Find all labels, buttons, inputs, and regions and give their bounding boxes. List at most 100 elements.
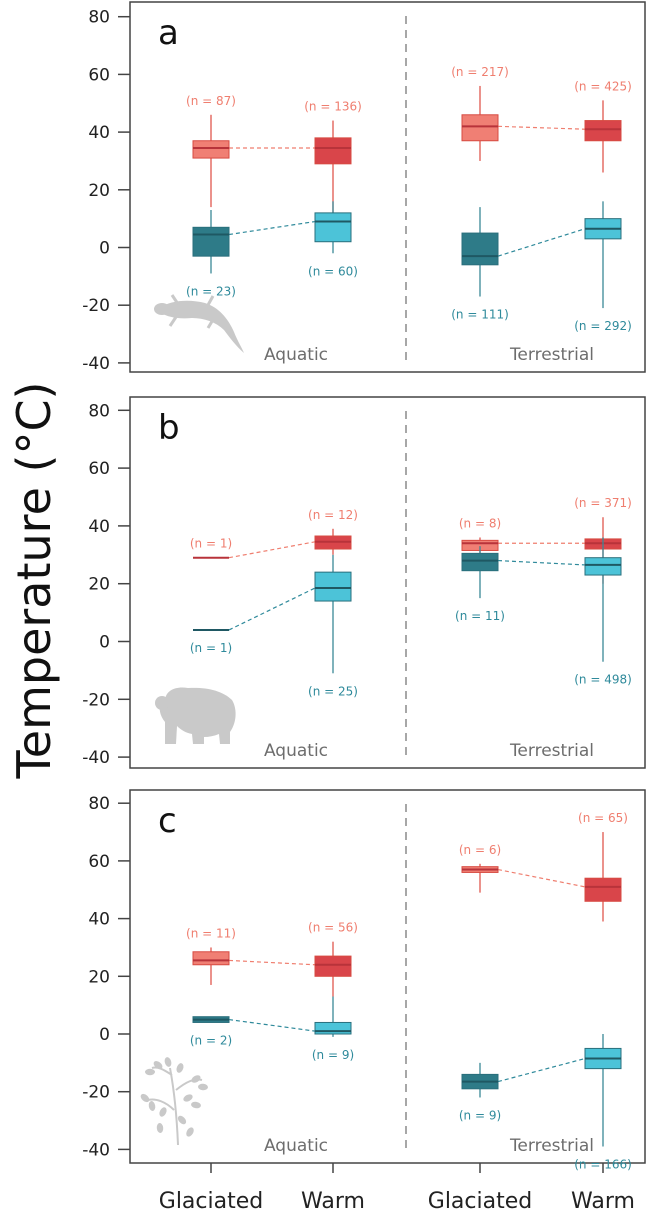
sample-size-label: (n = 498) — [574, 673, 632, 687]
y-tick-label: 40 — [88, 517, 110, 537]
median-connector-ctmin — [228, 1018, 316, 1032]
y-tick-label: 60 — [88, 852, 110, 872]
median-connector-ctmin — [497, 559, 586, 566]
panel-letter: c — [158, 801, 177, 841]
box-body — [192, 951, 230, 966]
box-body — [584, 557, 622, 576]
box-aquatic-warm-ctmin: (n = 9) — [312, 996, 354, 1062]
x-category-glaciated-aquatic: Glaciated — [159, 1189, 263, 1211]
y-tick-label: 20 — [88, 575, 110, 595]
sample-size-label: (n = 111) — [451, 308, 509, 322]
plant-leaf — [145, 1068, 155, 1076]
y-tick-label: -40 — [82, 748, 110, 768]
bear-icon — [155, 687, 236, 744]
box-aquatic-glaciated-ctmin: (n = 1) — [190, 628, 232, 655]
y-tick-label: 0 — [99, 633, 110, 653]
median-connector-ctmin — [497, 228, 586, 257]
y-tick-label: -40 — [82, 1140, 110, 1160]
y-tick-label: 0 — [99, 239, 110, 259]
box-aquatic-warm-ctmin: (n = 25) — [308, 554, 358, 698]
panel-b: -40 -20 0 20 40 60 80 b Aquatic Terrestrial (n = 1… — [82, 396, 646, 769]
sample-size-label: (n = 1) — [190, 641, 232, 655]
sample-size-label: (n = 136) — [304, 100, 362, 114]
median-connector-ctmax — [497, 125, 586, 130]
box-body — [461, 552, 499, 572]
lizard-head — [154, 303, 170, 315]
box-body — [314, 137, 352, 165]
box-body — [461, 114, 499, 142]
x-category-labels: Glaciated Warm Glaciated Warm — [159, 1189, 635, 1211]
median-connector-ctmin — [228, 587, 316, 631]
x-category-warm-aquatic: Warm — [301, 1189, 365, 1211]
y-tick-label: 60 — [88, 459, 110, 479]
sample-size-label: (n = 12) — [308, 508, 358, 522]
sample-size-label: (n = 9) — [312, 1048, 354, 1062]
sample-size-label: (n = 23) — [186, 284, 236, 298]
box-body — [192, 226, 230, 257]
y-tick-label: 60 — [88, 65, 110, 85]
sample-size-label: (n = 56) — [308, 921, 358, 935]
box-terrestrial-glaciated-ctmax: (n = 6) — [459, 843, 501, 893]
panel-letter: a — [158, 13, 179, 53]
box-aquatic-glaciated-ctmax: (n = 87) — [186, 94, 236, 208]
sample-size-label: (n = 11) — [186, 926, 236, 940]
x-category-warm-terrestrial: Warm — [571, 1189, 635, 1211]
plant-leaf — [176, 1063, 184, 1073]
sample-size-label: (n = 65) — [578, 811, 628, 825]
box-body — [584, 877, 622, 902]
lizard-icon — [154, 294, 244, 353]
sample-size-label: (n = 25) — [308, 684, 358, 698]
box-aquatic-glaciated-ctmin: (n = 2) — [190, 1016, 232, 1047]
box-body — [314, 212, 352, 243]
sample-size-label: (n = 6) — [459, 843, 501, 857]
box-aquatic-warm-ctmax: (n = 12) — [308, 508, 358, 555]
y-tick-label: 80 — [88, 794, 110, 814]
plant-leaf — [140, 1093, 150, 1103]
box-aquatic-warm-ctmax: (n = 136) — [304, 100, 362, 242]
y-tick-label: 80 — [88, 8, 110, 28]
plant-leaf — [153, 1061, 163, 1069]
box-body — [584, 120, 622, 142]
lizard-legs — [168, 294, 216, 329]
plant-leaf — [186, 1127, 194, 1137]
plant-leaf — [177, 1115, 187, 1125]
bear-head — [155, 696, 169, 710]
box-terrestrial-warm-ctmin: (n = 166) — [574, 1034, 632, 1172]
y-tick-label: -20 — [82, 296, 110, 316]
y-tick-label: 40 — [88, 910, 110, 930]
box-body — [192, 140, 230, 159]
sample-size-label: (n = 11) — [455, 609, 505, 623]
box-body — [314, 1021, 352, 1035]
median-connector-ctmax — [497, 868, 586, 888]
sample-size-label: (n = 2) — [190, 1033, 232, 1047]
box-terrestrial-glaciated-ctmin: (n = 9) — [459, 1062, 501, 1122]
sample-size-label: (n = 1) — [190, 537, 232, 551]
plant-stems — [147, 1066, 203, 1146]
box-aquatic-glaciated-ctmax: (n = 11) — [186, 926, 236, 985]
bear-body — [159, 687, 236, 744]
box-terrestrial-glaciated-ctmax: (n = 8) — [459, 516, 501, 555]
median-connector-ctmin — [228, 220, 316, 236]
box-aquatic-glaciated-ctmax: (n = 1) — [190, 537, 232, 559]
box-body — [461, 232, 499, 266]
box-terrestrial-warm-ctmax: (n = 65) — [578, 811, 628, 922]
median-connector-ctmax — [228, 959, 316, 966]
habitat-label-aquatic: Aquatic — [264, 741, 328, 761]
plant-leaf — [198, 1083, 208, 1091]
box-body — [314, 955, 352, 977]
plant-leaf — [191, 1101, 201, 1109]
plant-icon — [140, 1057, 208, 1146]
box-aquatic-warm-ctmin: (n = 60) — [308, 201, 358, 278]
habitat-label-aquatic: Aquatic — [264, 1136, 328, 1156]
panel-frame — [129, 396, 646, 769]
median-connector-ctmin — [497, 1057, 586, 1083]
box-terrestrial-glaciated-ctmin: (n = 11) — [455, 546, 505, 623]
sample-size-label: (n = 292) — [574, 319, 632, 333]
y-tick-label: -20 — [82, 690, 110, 710]
sample-size-label: (n = 60) — [308, 264, 358, 278]
box-terrestrial-warm-ctmin: (n = 292) — [574, 201, 632, 333]
plant-leaf — [191, 1075, 201, 1083]
plant-leaf — [183, 1094, 193, 1102]
plant-leaf — [159, 1107, 167, 1117]
